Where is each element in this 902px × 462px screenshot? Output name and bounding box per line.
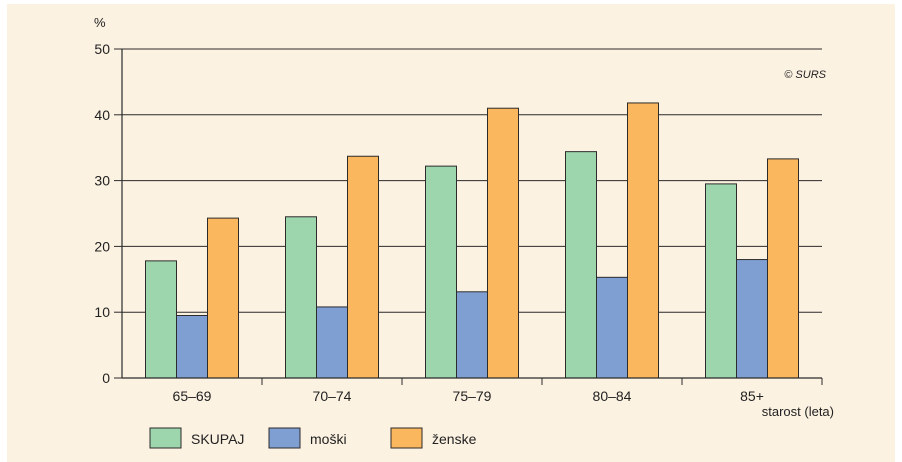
y-tick-label-10: 10 bbox=[94, 304, 110, 320]
y-tick-label-40: 40 bbox=[94, 107, 110, 123]
x-tick-label-3: 75–79 bbox=[453, 388, 492, 404]
legend-label-skupaj: SKUPAJ bbox=[191, 431, 244, 447]
bar-ženske-2 bbox=[347, 155, 379, 379]
bar-moški-1 bbox=[176, 314, 208, 379]
bar-skupaj-2 bbox=[285, 216, 317, 379]
bar-skupaj-1 bbox=[145, 260, 177, 379]
bar-ženske-4 bbox=[627, 102, 659, 379]
copyright-annotation: © SURS bbox=[784, 69, 826, 81]
x-tick-label-5: 85+ bbox=[740, 388, 764, 404]
y-tick-label-30: 30 bbox=[94, 173, 110, 189]
bar-skupaj-3 bbox=[425, 165, 457, 379]
legend-label-moški: moški bbox=[310, 431, 347, 447]
y-tick-label-0: 0 bbox=[102, 370, 110, 386]
bar-moški-3 bbox=[456, 291, 488, 379]
bar-moški-4 bbox=[596, 276, 628, 379]
legend-swatch-skupaj bbox=[149, 427, 182, 449]
bar-moški-2 bbox=[316, 306, 348, 379]
bar-skupaj-4 bbox=[565, 151, 597, 379]
legend-swatch-moški bbox=[268, 427, 301, 449]
bar-ženske-1 bbox=[207, 217, 239, 379]
bar-ženske-5 bbox=[767, 158, 799, 379]
bar-skupaj-5 bbox=[705, 183, 737, 379]
legend-label-ženske: ženske bbox=[432, 431, 477, 447]
bar-moški-5 bbox=[736, 259, 768, 379]
y-tick-label-50: 50 bbox=[94, 41, 110, 57]
x-tick-label-1: 65–69 bbox=[173, 388, 212, 404]
x-tick-label-4: 80–84 bbox=[593, 388, 632, 404]
legend-item-skupaj: SKUPAJ bbox=[149, 427, 244, 449]
x-tick-label-2: 70–74 bbox=[313, 388, 352, 404]
legend-swatch-ženske bbox=[390, 427, 423, 449]
legend-item-moški: moški bbox=[268, 427, 347, 449]
y-tick-label-20: 20 bbox=[94, 238, 110, 254]
legend-item-ženske: ženske bbox=[390, 427, 477, 449]
y-axis-unit-label: % bbox=[94, 15, 106, 30]
bar-ženske-3 bbox=[487, 107, 519, 379]
x-axis-label: starost (leta) bbox=[762, 404, 834, 419]
